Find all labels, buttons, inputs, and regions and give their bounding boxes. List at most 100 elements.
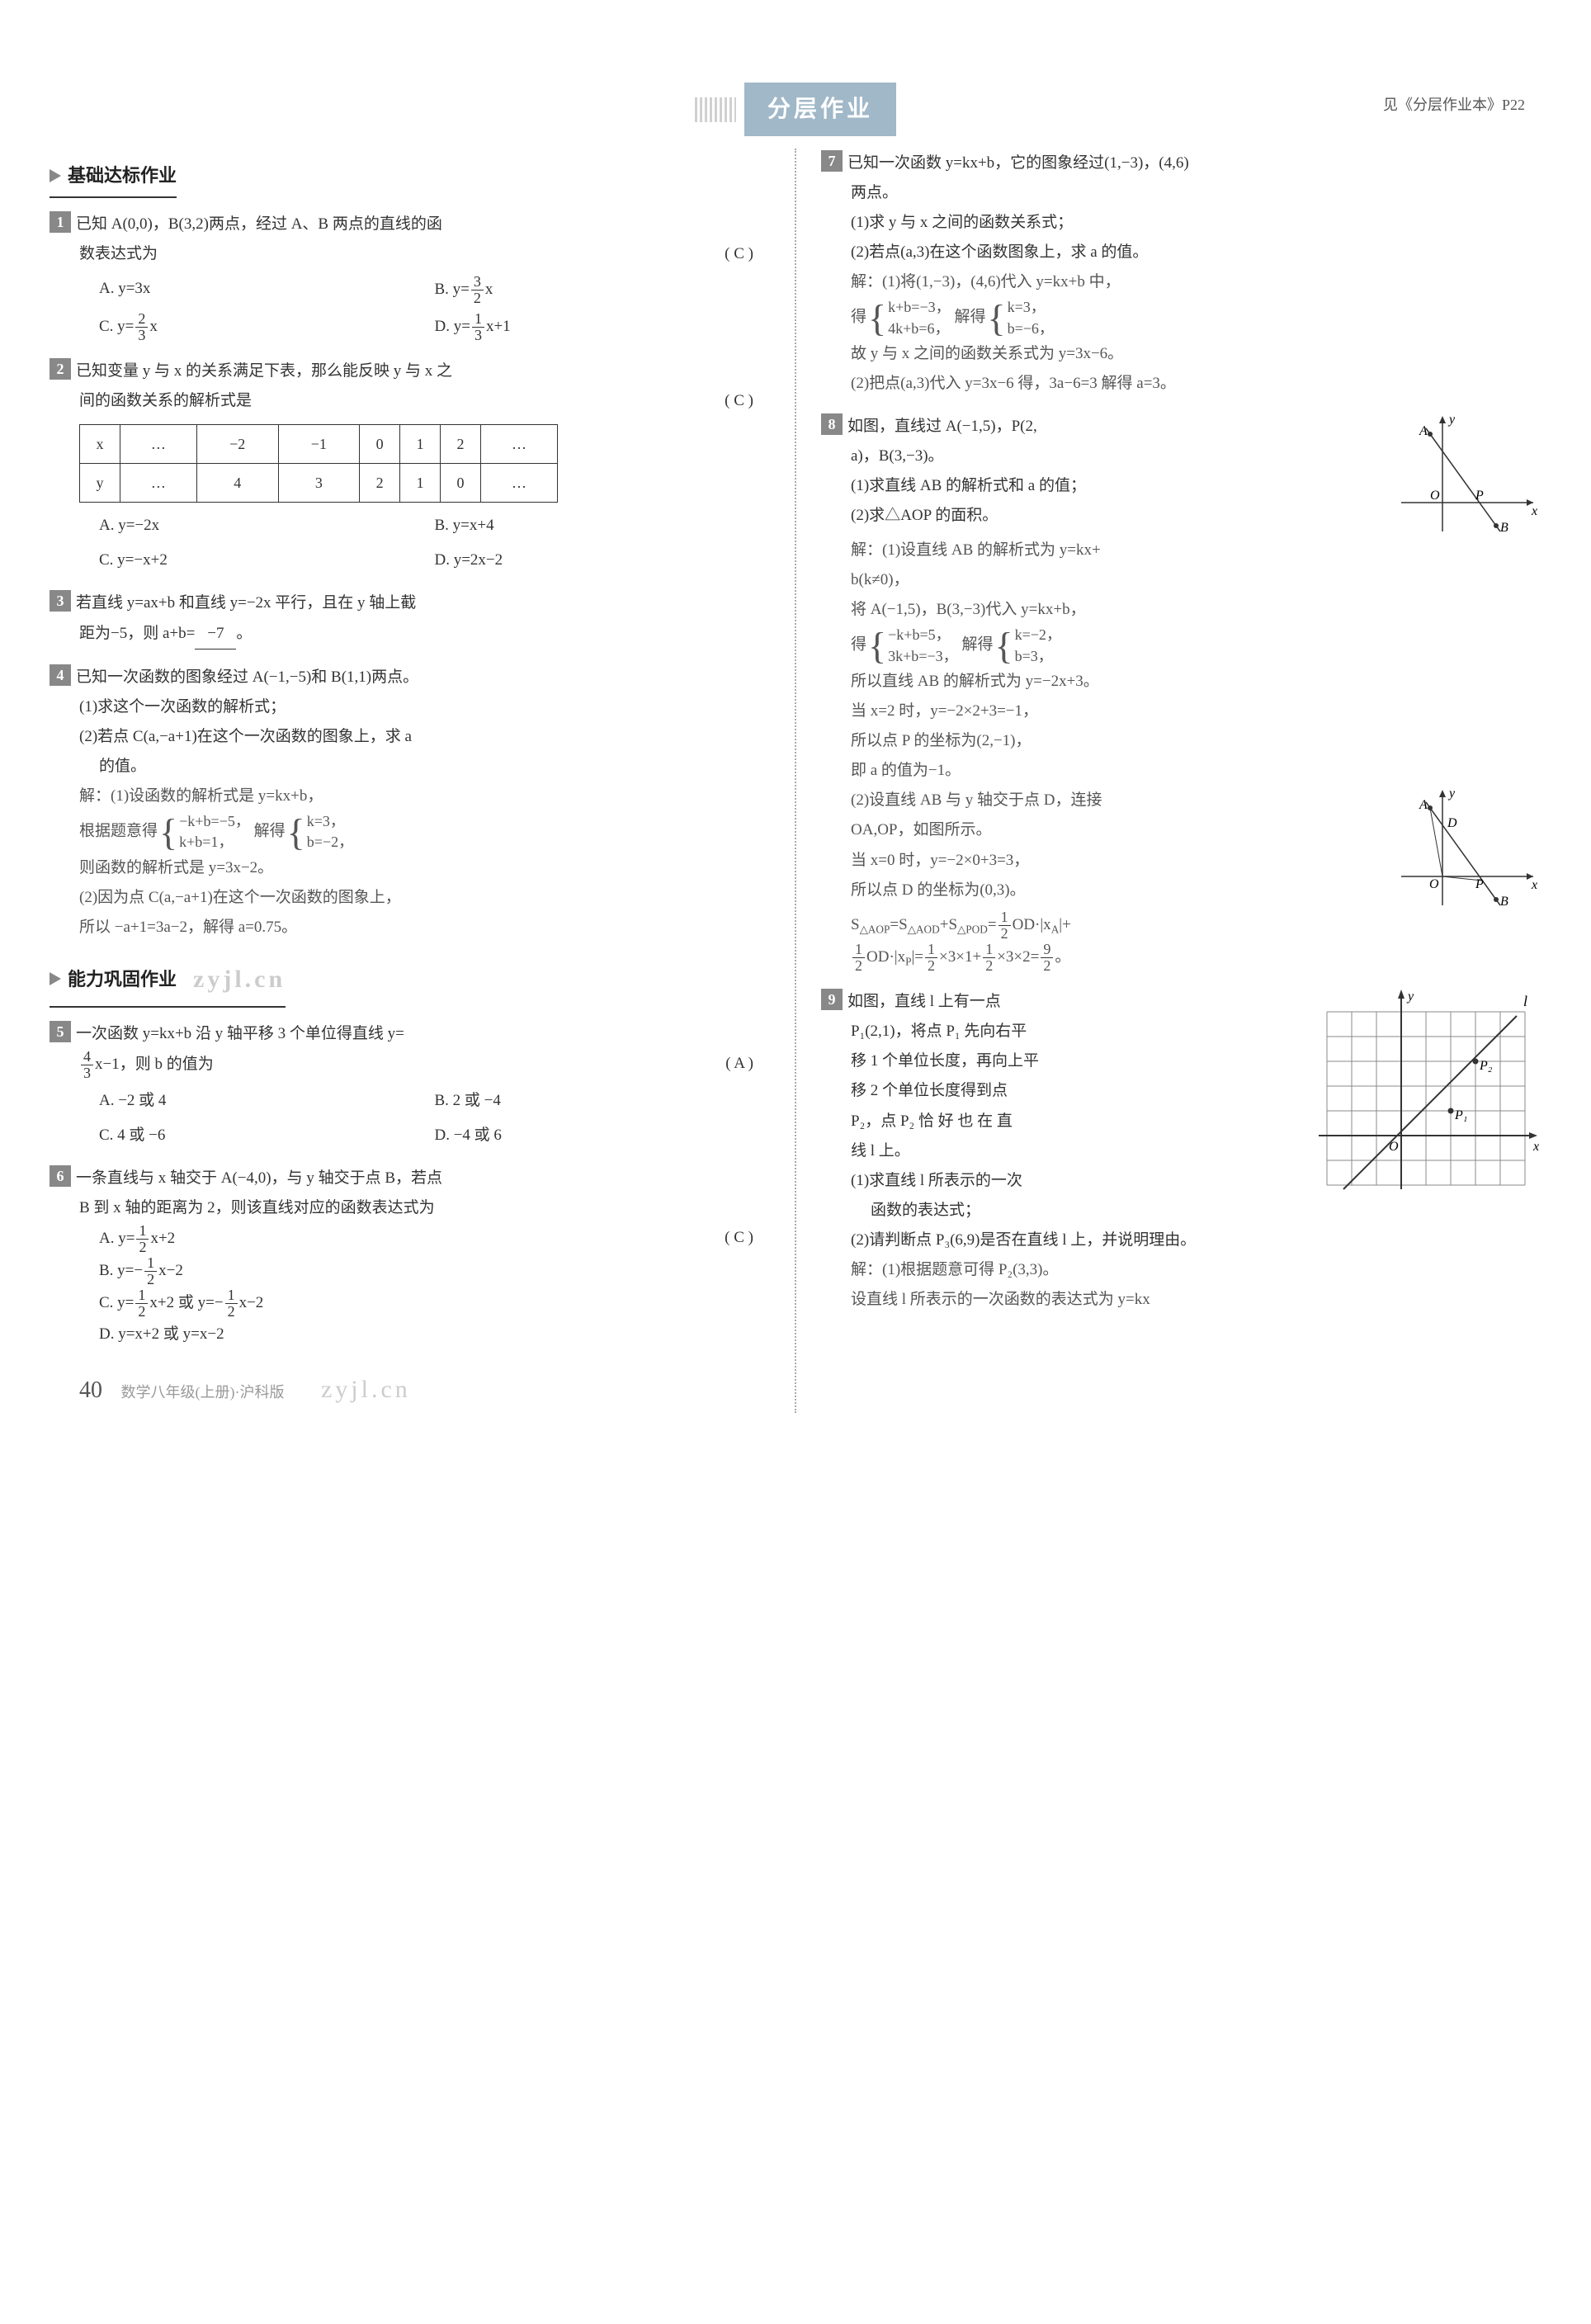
header-center: 分层作业 bbox=[695, 83, 896, 136]
q6-optB: B. y=−12x−2 bbox=[50, 1255, 770, 1287]
q7-sol3: 故 y 与 x 之间的函数关系式为 y=3x−6。 bbox=[821, 339, 1541, 369]
q4-sub2a: (2)若点 C(a,−a+1)在这个一次函数的图象上，求 a bbox=[50, 722, 770, 752]
svg-text:P: P bbox=[1475, 489, 1484, 503]
q8-sub1: (1)求直线 AB 的解析式和 a 的值； bbox=[821, 471, 1385, 501]
section-ability: 能力巩固作业 zyjl.cn bbox=[50, 956, 286, 1008]
q9-l5: P₂，点 P₂ 恰 好 也 在 直 bbox=[821, 1107, 1302, 1136]
table-row: x…−2−1012… bbox=[80, 424, 558, 463]
watermark: zyjl.cn bbox=[193, 956, 286, 1003]
qnum-3: 3 bbox=[50, 590, 71, 612]
section-ability-label: 能力巩固作业 bbox=[68, 962, 177, 997]
q5-text-a: 一次函数 y=kx+b 沿 y 轴平移 3 个单位得直线 y= bbox=[76, 1025, 404, 1042]
q9-figure: l x y O P₂ P₁ bbox=[1310, 987, 1541, 1193]
qnum-6: 6 bbox=[50, 1165, 71, 1187]
q2-optA: A. y=−2x bbox=[99, 511, 435, 541]
svg-text:B: B bbox=[1500, 521, 1508, 535]
arrow-icon bbox=[50, 169, 61, 182]
page-footer: 40 数学八年级(上册)·沪科版 zyjl.cn bbox=[50, 1366, 770, 1413]
svg-text:B: B bbox=[1500, 895, 1508, 909]
svg-text:P₂: P₂ bbox=[1479, 1059, 1493, 1073]
q8-sol5: 当 x=2 时，y=−2×2+3=−1， bbox=[821, 697, 1541, 726]
q4-sol3: 则函数的解析式是 y=3x−2。 bbox=[50, 853, 770, 883]
q8-sub2: (2)求△AOP 的面积。 bbox=[821, 501, 1385, 531]
question-6: 6 一条直线与 x 轴交于 A(−4,0)，与 y 轴交于点 B，若点 B 到 x… bbox=[50, 1164, 770, 1349]
table-row: y…43210… bbox=[80, 464, 558, 503]
q1-optB: B. y=32x bbox=[435, 274, 771, 306]
q8-sol12: 12OD·|xP|=12×3×1+12×3×2=92。 bbox=[821, 942, 1541, 974]
svg-text:x: x bbox=[1531, 504, 1537, 518]
svg-text:l: l bbox=[1523, 993, 1527, 1009]
header-reference: 见《分层作业本》P22 bbox=[1383, 91, 1525, 119]
q3-text-a: 若直线 y=ax+b 和直线 y=−2x 平行，且在 y 轴上截 bbox=[76, 594, 416, 612]
page-header: 分层作业 见《分层作业本》P22 bbox=[50, 83, 1541, 124]
q9-l1: 如图，直线 l 上有一点 bbox=[847, 993, 1001, 1010]
q8-sol1b: b(k≠0)， bbox=[821, 565, 1541, 595]
svg-text:x: x bbox=[1532, 1140, 1539, 1154]
svg-text:O: O bbox=[1430, 489, 1440, 503]
q7-sub1: (1)求 y 与 x 之间的函数关系式； bbox=[821, 208, 1541, 238]
question-8: 8如图，直线过 A(−1,5)，P(2, a)，B(3,−3)。 (1)求直线 … bbox=[821, 412, 1541, 974]
svg-text:A: A bbox=[1419, 798, 1428, 812]
q8-sol3: 得{−k+b=5，3k+b=−3， 解得{k=−2，b=3， bbox=[821, 625, 1541, 667]
header-stripes-icon bbox=[695, 97, 736, 122]
q2-table: x…−2−1012… y…43210… bbox=[79, 424, 558, 503]
qnum-9: 9 bbox=[821, 989, 843, 1010]
q8-sol10: 所以点 D 的坐标为(0,3)。 bbox=[821, 876, 1385, 905]
q2-answer: ( C ) bbox=[725, 386, 753, 416]
right-column: 7已知一次函数 y=kx+b，它的图象经过(1,−3)，(4,6) 两点。 (1… bbox=[821, 149, 1541, 1413]
q2-text-a: 已知变量 y 与 x 的关系满足下表，那么能反映 y 与 x 之 bbox=[76, 362, 452, 380]
svg-text:y: y bbox=[1447, 413, 1456, 427]
section-basic: 基础达标作业 bbox=[50, 158, 177, 198]
q8-sol8: (2)设直线 AB 与 y 轴交于点 D，连接 bbox=[821, 786, 1385, 815]
section-basic-label: 基础达标作业 bbox=[68, 158, 177, 193]
arrow-icon bbox=[50, 972, 61, 985]
q4-sol1: 解：(1)设函数的解析式是 y=kx+b， bbox=[50, 782, 770, 811]
q8-sol8b: OA,OP，如图所示。 bbox=[821, 815, 1385, 845]
q2-optD: D. y=2x−2 bbox=[435, 546, 771, 575]
q8-sol7: 即 a 的值为−1。 bbox=[821, 756, 1541, 786]
q1-text-a: 已知 A(0,0)，B(3,2)两点，经过 A、B 两点的直线的函 bbox=[76, 215, 442, 233]
svg-text:A: A bbox=[1419, 424, 1428, 438]
q5-text-b: x−1，则 b 的值为 bbox=[95, 1056, 214, 1073]
question-1: 1已知 A(0,0)，B(3,2)两点，经过 A、B 两点的直线的函 数表达式为… bbox=[50, 210, 770, 343]
q8-sol4: 所以直线 AB 的解析式为 y=−2x+3。 bbox=[821, 667, 1541, 697]
q4-sol5: 所以 −a+1=3a−2，解得 a=0.75。 bbox=[50, 913, 770, 942]
q7-sub2: (2)若点(a,3)在这个函数图象上，求 a 的值。 bbox=[821, 238, 1541, 267]
q9-l2: P₁(2,1)，将点 P₁ 先向右平 bbox=[821, 1017, 1302, 1046]
header-title: 分层作业 bbox=[744, 83, 896, 136]
q5-optB: B. 2 或 −4 bbox=[435, 1086, 771, 1116]
svg-text:O: O bbox=[1389, 1140, 1399, 1154]
q8-sol6: 所以点 P 的坐标为(2,−1)， bbox=[821, 726, 1541, 756]
q5-optA: A. −2 或 4 bbox=[99, 1086, 435, 1116]
q9-l4: 移 2 个单位长度得到点 bbox=[821, 1076, 1302, 1106]
q6-text-a: 一条直线与 x 轴交于 A(−4,0)，与 y 轴交于点 B，若点 bbox=[76, 1169, 442, 1187]
question-9: 9如图，直线 l 上有一点 P₁(2,1)，将点 P₁ 先向右平 移 1 个单位… bbox=[821, 987, 1541, 1315]
q6-optC: C. y=12x+2 或 y=−12x−2 bbox=[50, 1287, 770, 1320]
left-column: 基础达标作业 1已知 A(0,0)，B(3,2)两点，经过 A、B 两点的直线的… bbox=[50, 149, 770, 1413]
q3-text-b: 距为−5，则 a+b= bbox=[79, 625, 195, 642]
q6-text-b: B 到 x 轴的距离为 2，则该直线对应的函数表达式为 bbox=[50, 1193, 770, 1223]
q1-optA: A. y=3x bbox=[99, 274, 435, 306]
q4-line1: 已知一次函数的图象经过 A(−1,−5)和 B(1,1)两点。 bbox=[76, 668, 418, 686]
q1-answer: ( C ) bbox=[725, 239, 753, 269]
q9-sol1: 解：(1)根据题意可得 P₂(3,3)。 bbox=[821, 1255, 1541, 1285]
q4-sol2: 根据题意得{−k+b=−5，k+b=1， 解得{k=3，b=−2， bbox=[50, 811, 770, 853]
question-2: 2已知变量 y 与 x 的关系满足下表，那么能反映 y 与 x 之 间的函数关系… bbox=[50, 357, 770, 576]
q5-answer: ( A ) bbox=[725, 1049, 753, 1079]
q6-optD: D. y=x+2 或 y=x−2 bbox=[50, 1320, 770, 1349]
q8-sol9: 当 x=0 时，y=−2×0+3=3， bbox=[821, 846, 1385, 876]
question-7: 7已知一次函数 y=kx+b，它的图象经过(1,−3)，(4,6) 两点。 (1… bbox=[821, 149, 1541, 399]
q9-sol2: 设直线 l 所表示的一次函数的表达式为 y=kx bbox=[821, 1285, 1541, 1315]
q8-line1b: a)，B(3,−3)。 bbox=[821, 442, 1385, 471]
q7-line1: 已知一次函数 y=kx+b，它的图象经过(1,−3)，(4,6) bbox=[847, 154, 1189, 172]
question-5: 5一次函数 y=kx+b 沿 y 轴平移 3 个单位得直线 y= 43x−1，则… bbox=[50, 1019, 770, 1150]
q8-figure-1: x y O A P B bbox=[1393, 412, 1541, 536]
q9-l3: 移 1 个单位长度，再向上平 bbox=[821, 1046, 1302, 1076]
svg-text:y: y bbox=[1406, 990, 1414, 1004]
q7-sol1: 解：(1)将(1,−3)，(4,6)代入 y=kx+b 中， bbox=[821, 267, 1541, 297]
q4-sub2b: 的值。 bbox=[50, 752, 770, 782]
q6-answer: ( C ) bbox=[725, 1223, 753, 1253]
q2-optC: C. y=−x+2 bbox=[99, 546, 435, 575]
q1-optC: C. y=23x bbox=[99, 311, 435, 343]
qnum-7: 7 bbox=[821, 150, 843, 172]
